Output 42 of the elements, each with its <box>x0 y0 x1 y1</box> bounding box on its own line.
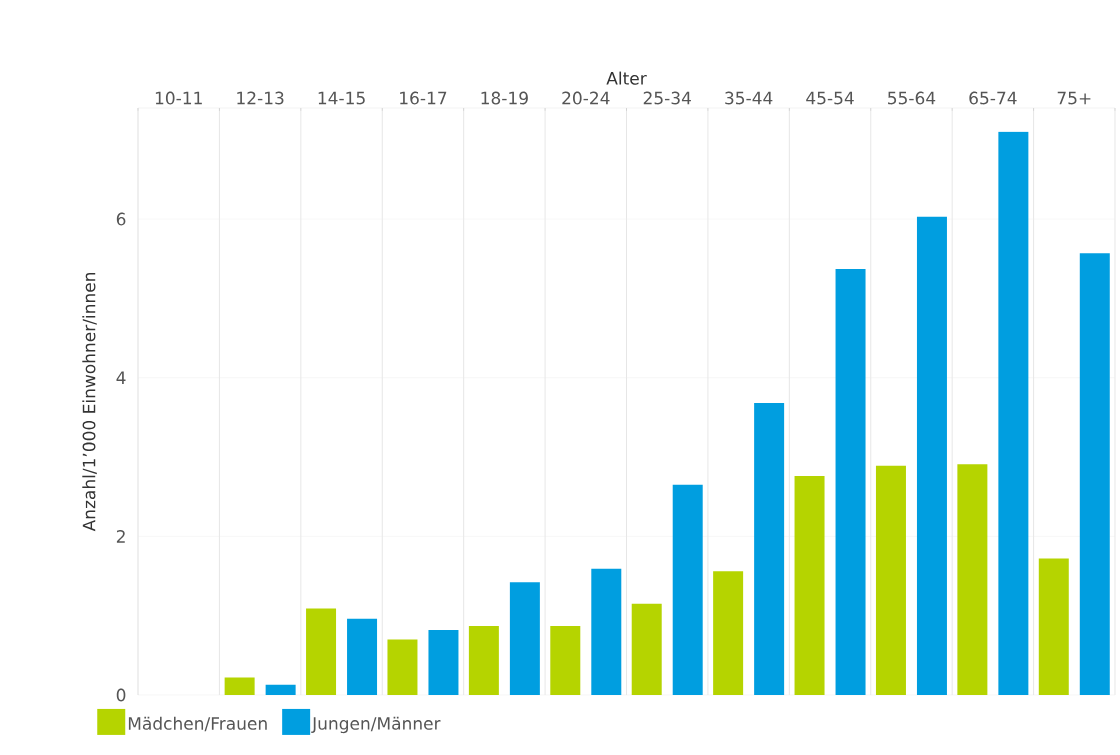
bar <box>509 582 540 695</box>
x-tick-label: 35-44 <box>725 91 773 105</box>
x-tick-label: 12-13 <box>237 91 284 105</box>
x-tick-label: 75+ <box>1057 91 1091 105</box>
x-tick-label: 45-54 <box>806 91 854 105</box>
y-tick-label: 2 <box>116 530 125 543</box>
x-tick-label: 55-64 <box>888 91 936 105</box>
bar <box>835 269 866 695</box>
y-axis-title: Anzahl/1’000 Einwohner/innen <box>82 273 97 532</box>
x-tick-label: 20-24 <box>562 91 610 105</box>
bar <box>998 131 1029 695</box>
bar <box>387 639 418 695</box>
legend-label: Jungen/Männer <box>311 716 441 734</box>
bar <box>794 476 825 695</box>
bar <box>224 677 255 695</box>
bar <box>591 568 622 695</box>
x-tick-label: 16-17 <box>400 91 447 105</box>
bar <box>265 684 296 695</box>
bar <box>754 403 785 695</box>
bar <box>428 629 459 695</box>
y-tick-label: 4 <box>116 371 126 384</box>
bar <box>306 608 337 695</box>
bar <box>713 571 744 695</box>
legend-label: Mädchen/Frauen <box>128 716 267 732</box>
x-tick-label: 18-19 <box>481 91 528 105</box>
x-tick-label: 10-11 <box>155 91 202 105</box>
x-tick-label: 14-15 <box>318 91 365 105</box>
bar <box>550 625 581 695</box>
bar <box>672 484 703 695</box>
x-axis-title: Alter <box>606 71 647 85</box>
bar <box>875 465 906 695</box>
y-tick-label: 0 <box>116 688 126 702</box>
y-tick-label: 6 <box>116 212 126 226</box>
bar <box>468 625 499 695</box>
bar <box>957 464 988 695</box>
bar <box>1079 253 1110 695</box>
bar <box>631 603 662 695</box>
bar <box>347 618 378 695</box>
x-tick-label: 65-74 <box>969 91 1017 105</box>
bar <box>916 216 947 695</box>
bar <box>1038 558 1069 695</box>
x-tick-label: 25-34 <box>643 91 691 105</box>
